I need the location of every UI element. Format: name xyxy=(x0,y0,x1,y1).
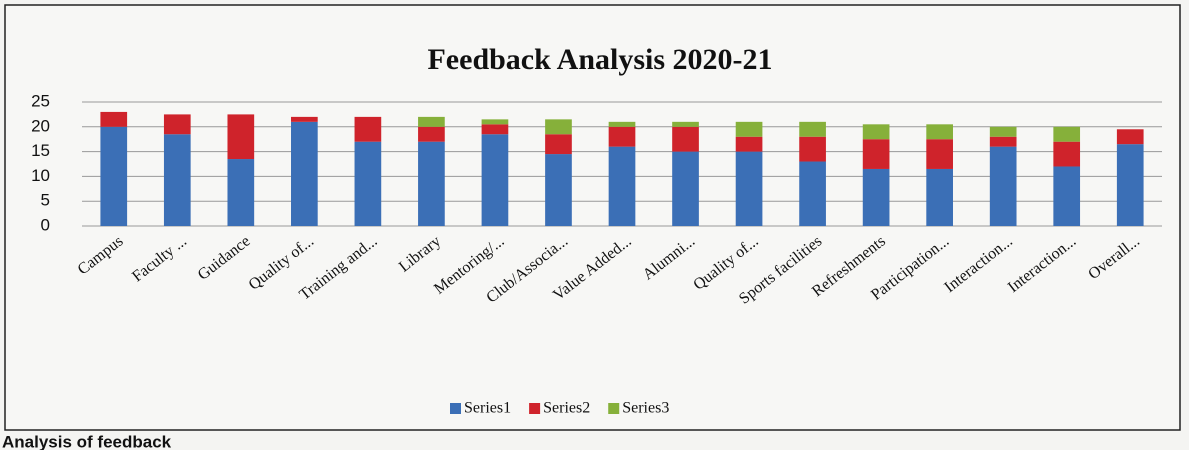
bar-segment xyxy=(545,134,572,155)
bar-segment xyxy=(862,124,890,140)
bar-segment xyxy=(100,126,128,226)
bar-segment xyxy=(545,154,572,226)
bar-segment xyxy=(989,126,1017,137)
bar-segment xyxy=(227,114,255,160)
chart-frame xyxy=(4,4,1181,431)
bar-segment xyxy=(735,121,763,137)
bar-segment xyxy=(291,121,318,226)
bar-segment xyxy=(418,116,445,127)
bar-segment xyxy=(291,116,318,122)
legend-swatch xyxy=(608,403,620,414)
legend-swatch xyxy=(529,403,541,414)
bar-segment xyxy=(926,139,953,169)
bar-segment xyxy=(481,134,509,226)
bar-segment xyxy=(227,159,255,226)
bar-segment xyxy=(608,126,636,147)
bar-segment xyxy=(799,161,826,226)
bar-segment xyxy=(735,151,763,226)
y-tick-label: 5 xyxy=(41,191,50,210)
bar-segment xyxy=(1116,144,1144,226)
bar-segment xyxy=(545,119,572,135)
bar-segment xyxy=(163,114,191,135)
bar-segment xyxy=(799,121,826,137)
bar-segment xyxy=(1053,141,1081,167)
legend-label: Series2 xyxy=(543,400,590,417)
bar-segment xyxy=(1053,166,1081,226)
bar-segment xyxy=(608,146,636,226)
caption: Analysis of feedback xyxy=(2,432,172,450)
bar-segment xyxy=(862,168,890,226)
bar-segment xyxy=(608,121,636,127)
legend-label: Series1 xyxy=(464,400,511,417)
bar-segment xyxy=(100,111,128,127)
bar-segment xyxy=(989,136,1017,147)
bar-segment xyxy=(481,124,509,135)
legend-label: Series3 xyxy=(622,400,669,417)
bar-segment xyxy=(163,134,191,226)
bar-segment xyxy=(735,136,763,152)
bar-segment xyxy=(1053,126,1081,142)
legend-swatch xyxy=(450,403,461,414)
y-tick-label: 15 xyxy=(31,141,50,160)
y-tick-label: 20 xyxy=(31,116,50,135)
bar-segment xyxy=(481,119,509,125)
bar-segment xyxy=(1116,129,1144,145)
bar-segment xyxy=(354,141,382,226)
bar-segment xyxy=(926,168,953,226)
bar-segment xyxy=(989,146,1017,226)
bar-segment xyxy=(799,136,826,162)
bar-segment xyxy=(418,126,445,142)
chart-title: Feedback Analysis 2020-21 xyxy=(427,43,772,76)
y-tick-label: 25 xyxy=(31,91,50,110)
bar-segment xyxy=(418,141,445,226)
bar-segment xyxy=(672,151,699,226)
bar-segment xyxy=(862,139,890,169)
bar-segment xyxy=(354,116,382,142)
bar-segment xyxy=(926,124,953,140)
y-tick-label: 0 xyxy=(41,215,50,234)
bar-segment xyxy=(672,121,699,127)
bar-segment xyxy=(672,126,699,152)
y-tick-label: 10 xyxy=(31,166,50,185)
